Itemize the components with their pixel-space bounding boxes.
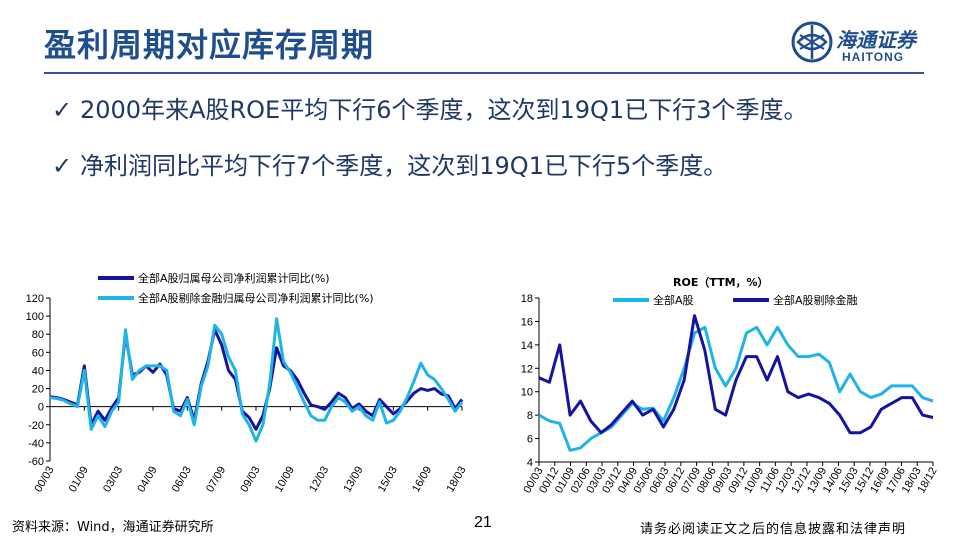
y-tick-label: 16 bbox=[521, 316, 533, 328]
bullet-text: 2000年来A股ROE平均下行6个季度，这次到19Q1已下行3个季度。 bbox=[80, 96, 808, 124]
y-tick-label: 18 bbox=[521, 293, 533, 305]
legend-label: 全部A股剔除金融 bbox=[773, 293, 858, 307]
haitong-logo: 海通证券 HAITONG bbox=[790, 20, 930, 68]
title-divider bbox=[44, 72, 924, 74]
y-tick-label: 40 bbox=[32, 365, 44, 377]
y-tick-label: -60 bbox=[28, 456, 44, 468]
y-tick-label: 100 bbox=[26, 311, 44, 323]
x-tick-label: 00/03 bbox=[32, 465, 56, 495]
y-tick-label: 20 bbox=[32, 384, 44, 396]
logo-text-en: HAITONG bbox=[842, 50, 905, 64]
y-tick-label: 14 bbox=[521, 340, 533, 352]
y-tick-label: 4 bbox=[527, 457, 533, 469]
x-tick-label: 10/09 bbox=[273, 465, 297, 495]
check-icon: ✓ bbox=[52, 96, 73, 124]
x-tick-label: 06/03 bbox=[170, 465, 194, 495]
check-icon: ✓ bbox=[52, 152, 73, 180]
x-tick-label: 09/03 bbox=[238, 465, 262, 495]
page-title: 盈利周期对应库存周期 bbox=[44, 26, 375, 64]
roe-chart: ROE（TTM，%）全部A股 全部A股剔除金融181614121086400/03… bbox=[521, 276, 940, 495]
y-tick-label: 0 bbox=[38, 402, 44, 414]
x-tick-label: 07/09 bbox=[204, 465, 228, 495]
y-tick-label: 8 bbox=[527, 410, 533, 422]
series-line-2 bbox=[49, 317, 464, 443]
y-tick-label: -20 bbox=[28, 420, 44, 432]
y-tick-label: -40 bbox=[28, 438, 44, 450]
y-tick-label: 80 bbox=[32, 329, 44, 341]
y-tick-label: 6 bbox=[527, 434, 533, 446]
x-tick-label: 16/09 bbox=[410, 465, 434, 495]
series-line-2 bbox=[538, 314, 934, 435]
legend-label: 全部A股 bbox=[653, 293, 694, 307]
x-tick-label: 15/03 bbox=[376, 465, 400, 495]
bullet-roe: ✓ 2000年来A股ROE平均下行6个季度，这次到19Q1已下行3个季度。 bbox=[52, 90, 807, 125]
x-tick-label: 13/09 bbox=[341, 465, 365, 495]
y-tick-label: 12 bbox=[521, 363, 533, 375]
legend-label: 全部A股归属母公司净利润累计同比(%) bbox=[138, 271, 330, 285]
y-tick-label: 10 bbox=[521, 387, 533, 399]
source-note: 资料来源：Wind，海通证券研究所 bbox=[12, 520, 214, 535]
bullet-text: 净利润同比平均下行7个季度，这次到19Q1已下行5个季度。 bbox=[80, 152, 728, 180]
bullet-net-profit: ✓ 净利润同比平均下行7个季度，这次到19Q1已下行5个季度。 bbox=[52, 146, 727, 181]
page-number: 21 bbox=[474, 514, 492, 531]
logo-text-cn: 海通证券 bbox=[836, 28, 916, 52]
y-tick-label: 60 bbox=[32, 347, 44, 359]
net-profit-growth-chart: 全部A股归属母公司净利润累计同比(%) 全部A股剔除金融归属母公司净利润累计同比(… bbox=[26, 271, 469, 495]
x-tick-label: 12/03 bbox=[307, 465, 331, 495]
haitong-emblem-icon bbox=[791, 21, 833, 63]
x-tick-label: 03/03 bbox=[101, 465, 125, 495]
x-tick-label: 18/03 bbox=[444, 465, 468, 495]
series-line-1 bbox=[538, 325, 934, 452]
y-tick-label: 120 bbox=[26, 293, 44, 305]
chart-title: ROE（TTM，%） bbox=[673, 276, 769, 289]
x-tick-label: 01/09 bbox=[67, 465, 91, 495]
disclaimer: 请务必阅读正文之后的信息披露和法律声明 bbox=[640, 522, 907, 537]
legend-label: 全部A股剔除金融归属母公司净利润累计同比(%) bbox=[138, 291, 374, 305]
x-tick-label: 04/09 bbox=[135, 465, 159, 495]
